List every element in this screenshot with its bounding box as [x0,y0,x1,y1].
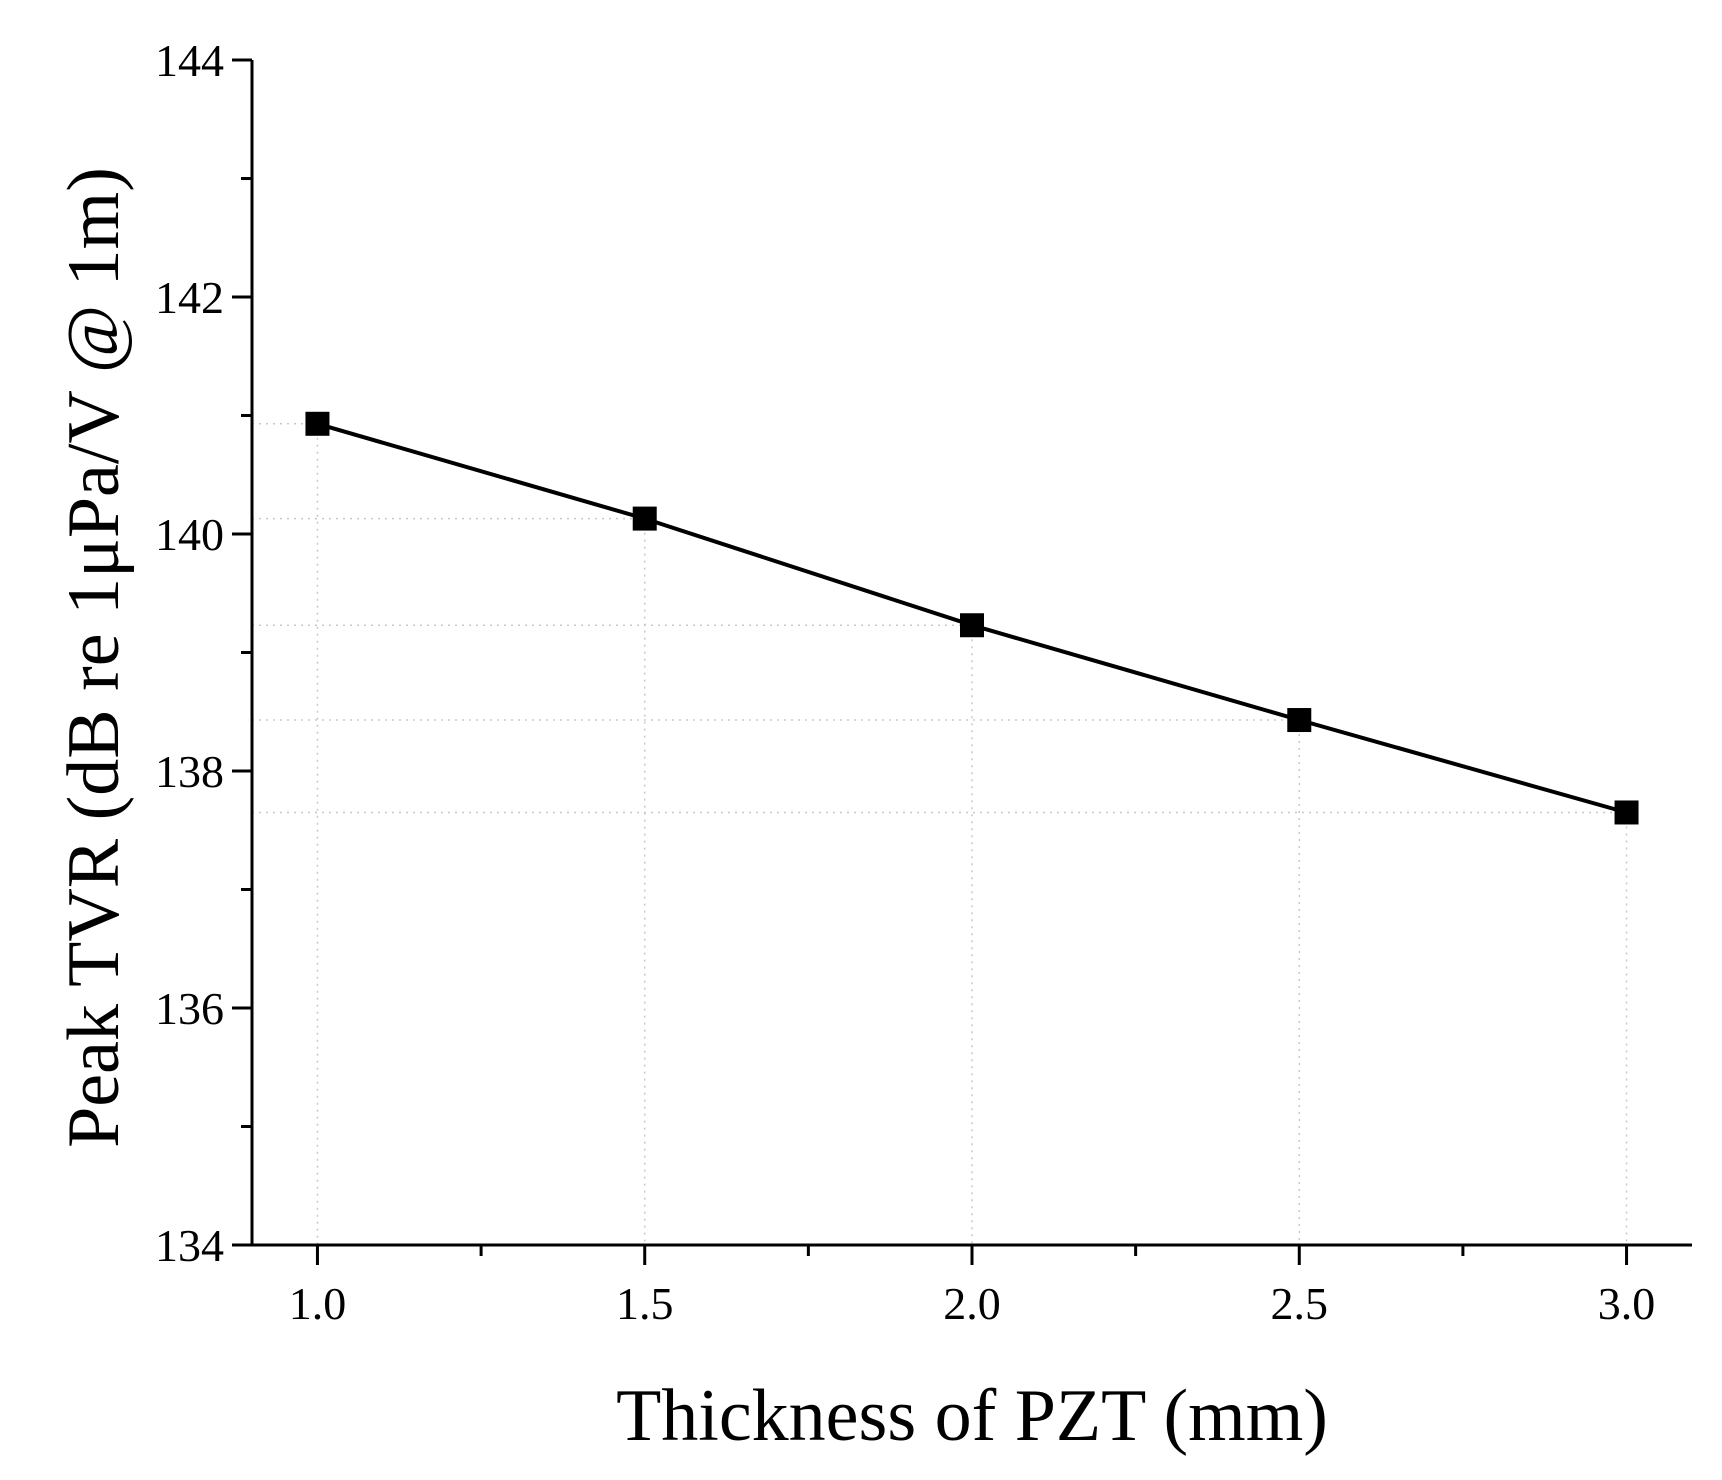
x-tick-label: 2.0 [943,1278,1001,1329]
y-tick-label: 142 [155,272,224,323]
x-tick-label: 2.5 [1271,1278,1329,1329]
grid-lines [252,423,1628,1245]
data-point-marker [305,411,330,436]
y-tick-label: 140 [155,509,224,560]
data-point-marker [1287,708,1312,733]
axis-ticks [232,58,1629,1265]
data-point-marker [960,613,984,638]
series-layer [305,411,1639,825]
y-tick-label: 138 [155,746,224,797]
y-tick-label: 144 [155,35,224,86]
data-point-marker [1614,800,1639,825]
x-tick-label: 1.5 [616,1278,674,1329]
y-axis-title: Peak TVR (dB re 1μPa/V @ 1m) [53,167,135,1148]
tick-labels: 134 136 138 140 142 144 1.0 1.5 2.0 2.5 3.0 [155,35,1655,1329]
y-tick-label: 136 [155,983,224,1034]
x-tick-label: 1.0 [289,1278,347,1329]
x-axis-title: Thickness of PZT (mm) [616,1375,1328,1457]
data-point-marker [632,506,657,531]
x-tick-label: 3.0 [1598,1278,1656,1329]
y-tick-label: 134 [155,1220,224,1271]
